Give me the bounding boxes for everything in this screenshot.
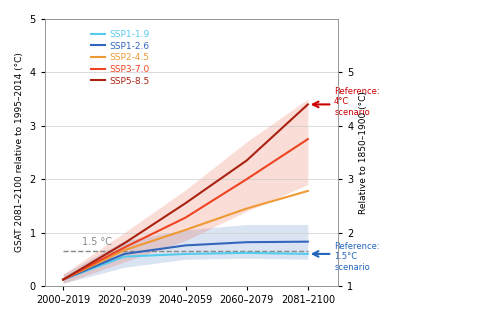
Text: Reference:
1.5°C
scenario: Reference: 1.5°C scenario [334,242,380,271]
Y-axis label: Relative to 1850–1900 (°C): Relative to 1850–1900 (°C) [359,91,368,214]
Text: Reference:
4°C
scenario: Reference: 4°C scenario [334,87,380,117]
Y-axis label: GSAT 2081–2100 relative to 1995–2014 (°C): GSAT 2081–2100 relative to 1995–2014 (°C… [15,52,24,252]
Legend: SSP1-1.9, SSP1-2.6, SSP2-4.5, SSP3-7.0, SSP5-8.5: SSP1-1.9, SSP1-2.6, SSP2-4.5, SSP3-7.0, … [87,26,153,89]
Text: 1.5 °C: 1.5 °C [82,237,111,247]
